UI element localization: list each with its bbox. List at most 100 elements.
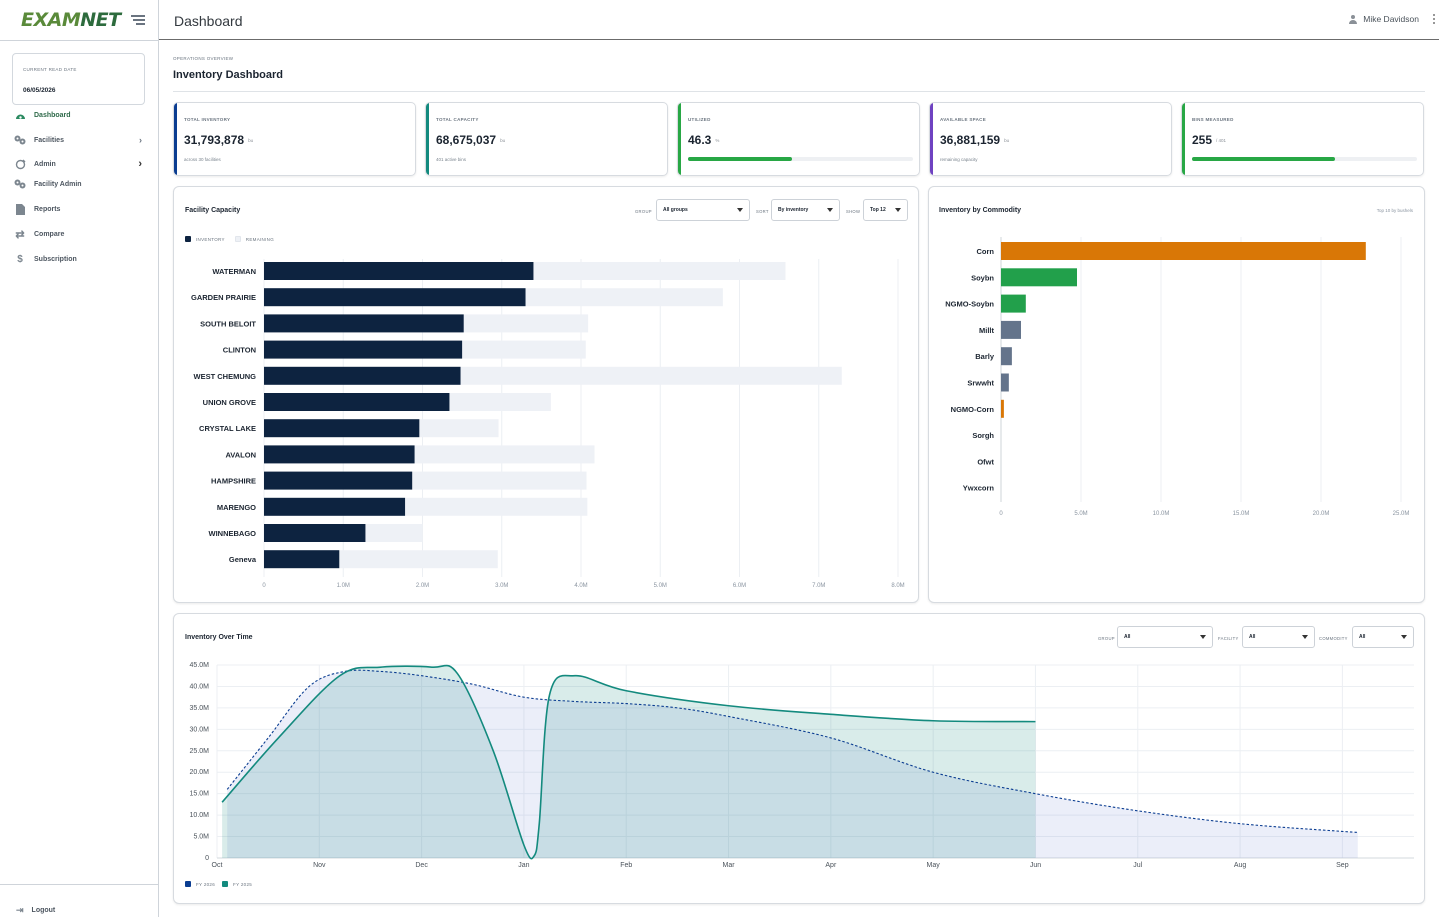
facility-label: UNION GROVE bbox=[203, 398, 256, 407]
caret-down-icon bbox=[737, 208, 743, 212]
sidebar-item-subscription[interactable]: $ Subscription bbox=[14, 252, 146, 266]
commodity-label: Soybn bbox=[971, 273, 994, 282]
x-tick-label: Oct bbox=[212, 862, 223, 869]
chevron-right-icon: › bbox=[138, 158, 142, 170]
inventory-over-time-chart: 0 5.0M 10.0M 15.0M 20.0M 25.0M 30.0M 35.0M 40.0M… bbox=[190, 662, 1414, 869]
commodity-card: Inventory by Commodity Top 10 by bushels… bbox=[928, 186, 1425, 603]
inventory-bar bbox=[264, 419, 420, 438]
x-tick-label: Sep bbox=[1336, 862, 1349, 869]
y-tick-label: 45.0M bbox=[190, 662, 210, 669]
legend-label: FY 2025 bbox=[233, 881, 253, 887]
facility-label: MARENGO bbox=[217, 503, 256, 512]
x-tick-label: 2.0M bbox=[416, 583, 429, 589]
remaining-bar bbox=[412, 471, 587, 490]
progress-fill bbox=[1192, 157, 1336, 161]
read-date-box[interactable]: CURRENT READ DATE 06/05/2026 bbox=[12, 53, 145, 105]
x-tick-label: Mar bbox=[723, 862, 736, 869]
group-select[interactable]: All groups bbox=[656, 199, 750, 221]
group-select-value: All groups bbox=[663, 207, 688, 213]
read-date-value: 06/05/2026 bbox=[23, 87, 56, 94]
sidebar-item-label: Facility Admin bbox=[34, 180, 82, 188]
time-group-select[interactable]: All bbox=[1117, 626, 1213, 648]
facility-capacity-title: Facility Capacity bbox=[185, 207, 241, 214]
y-tick-label: 0 bbox=[205, 855, 209, 862]
facility-label: WEST CHEMUNG bbox=[194, 372, 257, 381]
facility-label: WATERMAN bbox=[212, 267, 256, 276]
commodity-bar bbox=[1001, 373, 1009, 392]
commodity-label: Ywxcorn bbox=[963, 484, 995, 493]
more-options-icon[interactable] bbox=[1432, 14, 1436, 25]
legend-swatch-fy2026 bbox=[185, 881, 191, 887]
remaining-bar bbox=[414, 445, 595, 464]
kpi-value: 31,793,878 bu bbox=[184, 133, 254, 147]
x-tick-label: 0 bbox=[999, 511, 1003, 517]
commodity-label: Srwwht bbox=[967, 379, 994, 388]
user-menu[interactable]: Mike Davidson bbox=[1349, 14, 1419, 24]
commodity-bar bbox=[1001, 347, 1012, 366]
inventory-bar bbox=[264, 340, 463, 359]
remaining-bar bbox=[460, 366, 842, 385]
kpi-value: 46.3% bbox=[688, 133, 720, 147]
commodity-bar bbox=[1001, 242, 1366, 260]
facility-label: Geneva bbox=[229, 555, 257, 564]
kpi-value: 255/ 401 bbox=[1192, 133, 1227, 147]
x-tick-label: 25.0M bbox=[1393, 511, 1410, 517]
sort-select[interactable]: By inventory bbox=[771, 199, 840, 221]
logout-icon: ⇥ bbox=[16, 905, 24, 915]
sidebar-item-compare[interactable]: ⇄ Compare bbox=[14, 227, 146, 241]
x-tick-label: 8.0M bbox=[891, 583, 904, 589]
sidebar-item-facilities[interactable]: Facilities › bbox=[14, 133, 146, 147]
kpi-label: TOTAL CAPACITY bbox=[436, 117, 479, 122]
x-tick-label: 7.0M bbox=[812, 583, 825, 589]
progress-fill bbox=[688, 157, 793, 161]
bins-progress-bar bbox=[1192, 157, 1417, 161]
x-tick-label: 15.0M bbox=[1233, 511, 1250, 517]
sidebar-item-facility-admin[interactable]: Facility Admin bbox=[14, 177, 146, 191]
time-legend: FY 2026 FY 2025 bbox=[185, 881, 252, 887]
legend-label: INVENTORY bbox=[196, 236, 225, 242]
x-tick-label: 6.0M bbox=[733, 583, 746, 589]
facility-label: CRYSTAL LAKE bbox=[199, 424, 256, 433]
chevron-right-icon: › bbox=[139, 135, 142, 145]
inventory-bar bbox=[264, 262, 534, 280]
show-label: SHOW bbox=[846, 209, 861, 214]
commodity-label: NGMO-Soybn bbox=[945, 300, 994, 309]
sidebar-item-reports[interactable]: Reports bbox=[14, 202, 146, 216]
facility-label: SOUTH BELOIT bbox=[200, 319, 256, 328]
commodity-note: Top 10 by bushels bbox=[1376, 208, 1413, 213]
inventory-bar bbox=[264, 497, 406, 516]
sidebar-item-dashboard[interactable]: Dashboard bbox=[14, 108, 146, 122]
show-select[interactable]: Top 12 bbox=[863, 199, 908, 221]
kpi-card-total-inventory: TOTAL INVENTORY 31,793,878 bu across 30 f… bbox=[173, 102, 416, 176]
y-tick-label: 35.0M bbox=[190, 705, 210, 712]
commodity-label: COMMODITY bbox=[1319, 636, 1348, 641]
time-commodity-value: All bbox=[1359, 634, 1366, 640]
time-commodity-select[interactable]: All bbox=[1352, 626, 1414, 648]
commodity-label: NGMO-Corn bbox=[951, 405, 995, 414]
inventory-bar bbox=[264, 366, 461, 385]
x-tick-label: Jan bbox=[518, 862, 529, 869]
kpi-subtext: across 30 facilities bbox=[184, 157, 221, 162]
x-tick-label: Jul bbox=[1133, 862, 1142, 869]
logout-button[interactable]: ⇥ Logout bbox=[16, 905, 55, 916]
fy2025-area bbox=[222, 665, 1036, 859]
kpi-unit: bu bbox=[1004, 138, 1010, 144]
logout-label: Logout bbox=[31, 907, 56, 914]
kpi-subtext: 401 active bins bbox=[436, 157, 467, 162]
time-facility-select[interactable]: All bbox=[1242, 626, 1315, 648]
dashboard-title: Inventory Dashboard bbox=[173, 69, 284, 81]
user-name: Mike Davidson bbox=[1363, 14, 1419, 24]
y-tick-label: 10.0M bbox=[190, 812, 210, 819]
y-tick-label: 5.0M bbox=[193, 834, 209, 841]
kpi-accent bbox=[930, 103, 933, 175]
kpi-label: TOTAL INVENTORY bbox=[184, 117, 231, 122]
inventory-bar bbox=[264, 524, 366, 542]
kpi-accent bbox=[678, 103, 681, 175]
examnet-logo[interactable]: EXAMNET bbox=[21, 9, 121, 31]
commodity-label: Ofwt bbox=[977, 457, 994, 466]
menu-toggle-icon[interactable] bbox=[131, 14, 145, 26]
sidebar-item-admin[interactable]: Admin › bbox=[14, 157, 146, 171]
kpi-card-total-capacity: TOTAL CAPACITY 68,675,037 bu 401 active b… bbox=[425, 102, 668, 176]
facility-label: WINNEBAGO bbox=[209, 529, 257, 538]
y-tick-label: 30.0M bbox=[190, 726, 210, 733]
